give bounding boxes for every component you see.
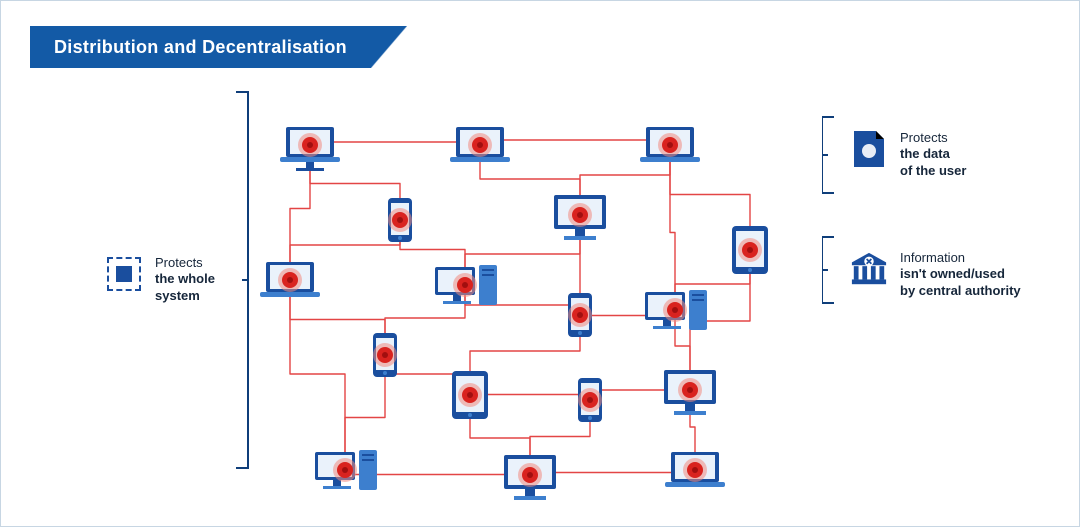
annotation-left-text: Protects the whole system: [155, 255, 215, 304]
institution-x-icon: [850, 250, 888, 288]
node-phone: [388, 198, 412, 242]
title-text: Distribution and Decentralisation: [30, 26, 371, 68]
node-tablet: [732, 226, 768, 274]
annotation-left-l1: Protects: [155, 255, 203, 270]
connection: [310, 142, 480, 145]
network-svg: [250, 90, 810, 510]
annotation-rt-l3: of the user: [900, 163, 966, 178]
annotation-rt-l1: Protects: [900, 130, 948, 145]
node-monitor: [504, 455, 556, 500]
annotation-right-top-text: Protects the data of the user: [900, 130, 966, 179]
node-monitor: [554, 195, 606, 240]
title-banner: Distribution and Decentralisation: [30, 26, 407, 68]
node-laptop-stand: [280, 127, 340, 171]
node-desktop: [315, 450, 377, 490]
connection: [670, 145, 675, 310]
connection: [480, 140, 670, 145]
node-phone: [578, 378, 602, 422]
annotation-right-bottom-text: Information isn't owned/used by central …: [900, 250, 1021, 299]
annotation-left: Protects the whole system: [105, 255, 215, 304]
node-phone: [568, 293, 592, 337]
node-phone: [373, 333, 397, 377]
node-laptop: [665, 452, 725, 487]
file-shield-icon: [850, 130, 888, 168]
connection: [290, 280, 345, 470]
banner-tail: [371, 26, 407, 68]
annotation-rb-l3: by central authority: [900, 283, 1021, 298]
node-desktop: [435, 265, 497, 305]
node-desktop: [645, 290, 707, 330]
node-laptop: [260, 262, 320, 297]
annotation-right-top: Protects the data of the user: [850, 130, 966, 179]
annotation-left-l3: system: [155, 288, 200, 303]
node-laptop: [640, 127, 700, 162]
annotation-left-l2: the whole: [155, 271, 215, 286]
node-laptop: [450, 127, 510, 162]
annotation-rb-l2: isn't owned/used: [900, 266, 1005, 281]
node-tablet: [452, 371, 488, 419]
annotation-right-bottom: Information isn't owned/used by central …: [850, 250, 1021, 299]
dashed-square-icon: [105, 255, 143, 293]
node-monitor: [664, 370, 716, 415]
annotation-rt-l2: the data: [900, 146, 950, 161]
annotation-rb-l1: Information: [900, 250, 965, 265]
network-diagram: [250, 90, 810, 510]
